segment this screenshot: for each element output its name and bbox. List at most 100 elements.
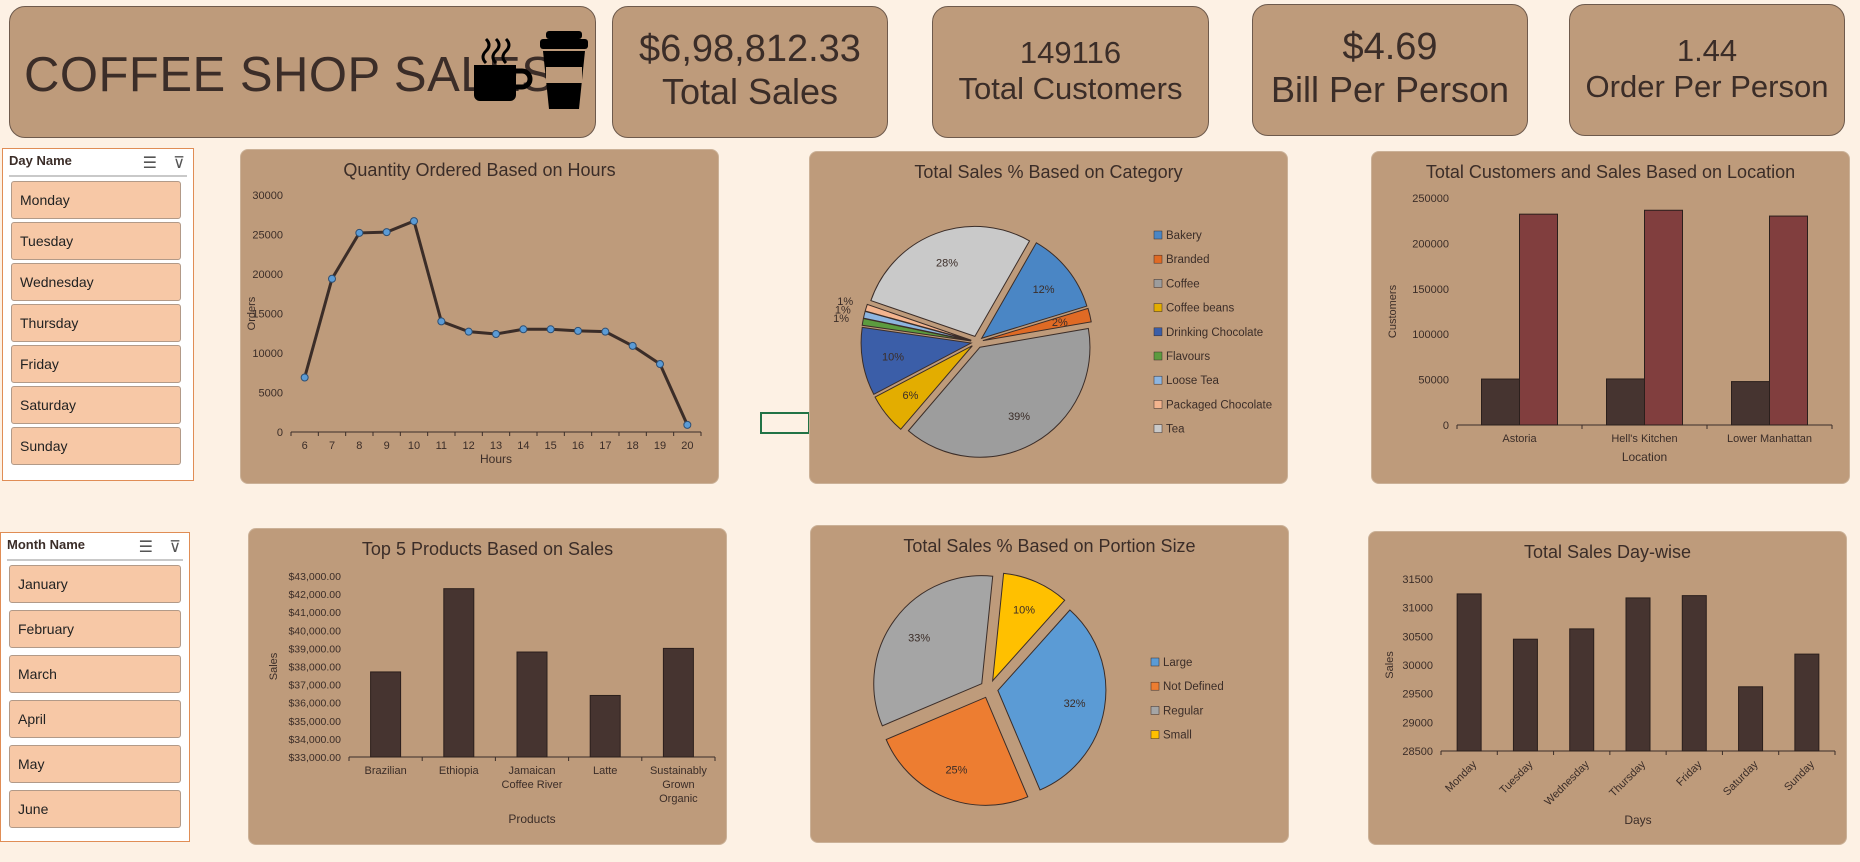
bar (370, 671, 402, 758)
slicer-item-april[interactable]: April (9, 700, 181, 738)
x-tick-label: 9 (384, 440, 390, 452)
category-pie-chart: 12%2%39%6%10%1%1%1%28%BakeryBrandedCoffe… (833, 225, 1272, 458)
slice-label: 25% (945, 764, 967, 776)
x-tick-label: 7 (329, 440, 335, 452)
legend-label: Flavours (1166, 351, 1210, 363)
data-point (574, 326, 582, 335)
takeaway-cup-icon (540, 31, 588, 109)
legend-label: Branded (1166, 254, 1209, 266)
x-tick-label: Jamaican Coffee River (502, 765, 563, 791)
slice-label: 10% (882, 352, 904, 364)
y-tick-label: $36,000.00 (288, 698, 341, 710)
x-tick-label: Sustainably Grown Organic (650, 765, 707, 805)
chart-title: Total Sales % Based on Category (914, 162, 1183, 182)
bar (1738, 686, 1764, 752)
slicer-item-monday[interactable]: Monday (11, 181, 181, 219)
pie-slice-small (991, 572, 1066, 683)
legend-swatch (1153, 303, 1163, 312)
clear-filter-icon[interactable]: ⊽ (173, 155, 185, 172)
bar (1644, 209, 1683, 426)
pie-slice-regular (873, 575, 994, 727)
slicer-item-may[interactable]: May (9, 745, 181, 783)
multi-select-icon[interactable]: ☰ (138, 539, 153, 556)
y-tick-label: 10000 (252, 348, 283, 360)
y-axis-title: Customers (1387, 284, 1399, 338)
legend-label: Regular (1163, 705, 1203, 717)
slicer-item-tuesday[interactable]: Tuesday (11, 222, 181, 260)
x-tick-label: 18 (627, 440, 639, 452)
y-tick-label: 31000 (1402, 603, 1433, 615)
kpi-label: Total Sales (661, 71, 839, 113)
x-tick-label: 12 (463, 440, 475, 452)
y-tick-label: 30000 (252, 190, 283, 202)
title-card: COFFEE SHOP SALES (9, 6, 596, 138)
y-axis-title: Sales (268, 652, 280, 680)
x-axis-title: Hours (480, 452, 512, 466)
x-tick-label: Monday (1443, 758, 1480, 795)
y-tick-label: 200000 (1412, 238, 1449, 250)
legend-swatch (1150, 681, 1160, 691)
slicer-item-february[interactable]: February (9, 610, 181, 648)
slicer-item-january[interactable]: January (9, 565, 181, 603)
legend-swatch (1153, 351, 1163, 361)
x-tick-label: Astoria (1502, 433, 1537, 445)
y-tick-label: 250000 (1412, 193, 1449, 205)
pie-slice-bakery (980, 242, 1088, 340)
x-tick-label: 13 (490, 440, 502, 452)
x-tick-label: 16 (572, 440, 584, 452)
legend-swatch (1150, 730, 1160, 739)
slicer-item-june[interactable]: June (9, 790, 181, 828)
legend-label: Small (1163, 730, 1192, 742)
legend-label: Packaged Chocolate (1166, 399, 1272, 411)
data-point (300, 373, 309, 382)
legend-swatch (1150, 706, 1160, 715)
x-tick-label: Saturday (1721, 758, 1761, 798)
legend-label: Bakery (1166, 230, 1202, 242)
kpi-value: 149116 (1019, 35, 1122, 71)
slicer-item-march[interactable]: March (9, 655, 181, 693)
y-tick-label: $41,000.00 (288, 607, 341, 619)
x-axis-title: Days (1624, 813, 1651, 827)
legend-label: Drinking Chocolate (1166, 327, 1263, 339)
slice-label: 28% (936, 257, 958, 269)
days-bar-chart: 28500 29000 29500 30000 30500 31000 31500 Monda… (1384, 574, 1836, 827)
hours-line-chart: 0 5000 10000 15000 20000 25000 30000 6 7 8 9 10 11 12… (246, 190, 702, 466)
pie-slice-branded (982, 307, 1092, 342)
x-tick-label: Brazilian (365, 765, 407, 777)
slicer-item-thursday[interactable]: Thursday (11, 304, 181, 342)
x-tick-label: 19 (654, 440, 666, 452)
bar (1512, 638, 1538, 752)
bar (1606, 378, 1645, 426)
slice-label: 12% (1033, 284, 1055, 296)
chart-sales-by-portion: Total Sales % Based on Portion Size 32% 2… (810, 525, 1289, 843)
bar (589, 694, 621, 758)
y-tick-label: $38,000.00 (288, 662, 341, 674)
chart-title: Total Sales Day-wise (1523, 542, 1692, 562)
slice-label: 1% (835, 305, 851, 317)
legend-swatch (1153, 400, 1163, 409)
slicer-item-sunday[interactable]: Sunday (11, 427, 181, 465)
data-point (519, 325, 528, 334)
data-point (546, 325, 555, 334)
y-tick-label: $39,000.00 (288, 643, 341, 655)
bar (1481, 378, 1520, 426)
x-tick-label: 11 (436, 440, 447, 452)
chart-title: Quantity Ordered Based on Hours (343, 160, 616, 180)
selected-cell[interactable] (760, 412, 810, 434)
x-tick-label: Lower Manhattan (1727, 433, 1812, 445)
clear-filter-icon[interactable]: ⊽ (169, 539, 181, 556)
data-point (410, 217, 418, 226)
bar (1731, 381, 1770, 426)
multi-select-icon[interactable]: ☰ (142, 155, 157, 172)
y-tick-label: 29000 (1402, 717, 1433, 729)
slicer-item-friday[interactable]: Friday (11, 345, 181, 383)
y-axis-title: Sales (1384, 651, 1396, 679)
kpi-value: 1.44 (1676, 33, 1738, 69)
legend-label: Coffee (1166, 278, 1200, 290)
chart-top-products: Top 5 Products Based on Sales $33,000.00… (248, 528, 727, 845)
day-name-slicer: Day Name ☰ ⊽ Monday Tuesday Wednesday Th… (2, 148, 194, 481)
slicer-item-wednesday[interactable]: Wednesday (11, 263, 181, 301)
kpi-total-sales: $6,98,812.33 Total Sales (612, 6, 888, 138)
slicer-item-saturday[interactable]: Saturday (11, 386, 181, 424)
data-point (628, 341, 637, 350)
